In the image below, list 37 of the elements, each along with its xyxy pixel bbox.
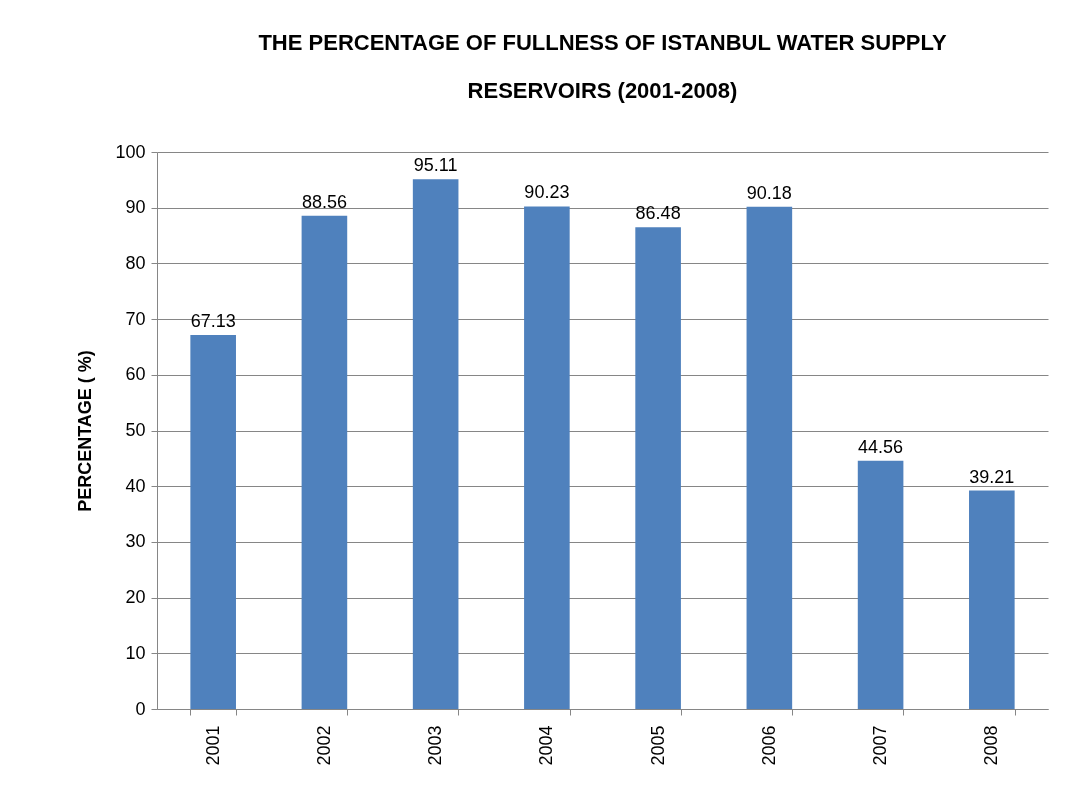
bar	[857, 460, 904, 709]
y-tick-label: 100	[115, 141, 146, 162]
data-label: 88.56	[301, 191, 347, 212]
bar	[746, 206, 793, 709]
data-label: 39.21	[969, 466, 1015, 487]
y-tick-label: 0	[135, 698, 146, 719]
y-tick-label: 40	[125, 475, 146, 496]
y-tick-label: 60	[125, 364, 146, 385]
y-tick-label: 70	[125, 308, 146, 329]
y-tick-label: 30	[125, 531, 146, 552]
y-tick-label: 80	[125, 252, 146, 273]
x-tick-label: 2005	[647, 725, 668, 766]
data-label: 90.23	[524, 182, 570, 203]
data-label: 95.11	[413, 155, 458, 176]
x-tick-label: 2003	[425, 725, 446, 766]
data-label: 44.56	[858, 436, 904, 457]
x-tick-label: 2006	[758, 725, 779, 766]
data-label: 67.13	[190, 311, 236, 332]
x-tick-label: 2001	[202, 725, 223, 766]
y-tick-label: 50	[125, 420, 146, 440]
chart-title: THE PERCENTAGE OF FULLNESS OF ISTANBUL WATER SUPPLY RESERVOIRS (2001-2008)	[258, 30, 947, 103]
data-label: 86.48	[635, 203, 681, 224]
bar	[635, 227, 681, 709]
y-tick-label: 90	[125, 197, 146, 218]
bar	[524, 206, 570, 709]
bar	[190, 335, 236, 709]
x-tick-label: 2004	[536, 725, 557, 766]
bar	[301, 215, 348, 709]
y-tick-label: 20	[125, 587, 146, 608]
y-tick-label: 10	[125, 642, 146, 663]
bar	[969, 490, 1015, 709]
y-axis-title: PERCENTAGE ( %)	[75, 350, 96, 512]
bar	[412, 179, 459, 709]
x-tick-label: 2007	[870, 725, 891, 766]
data-label: 90.18	[746, 182, 792, 203]
x-tick-label: 2002	[313, 725, 334, 766]
x-tick-label: 2008	[981, 725, 1002, 766]
